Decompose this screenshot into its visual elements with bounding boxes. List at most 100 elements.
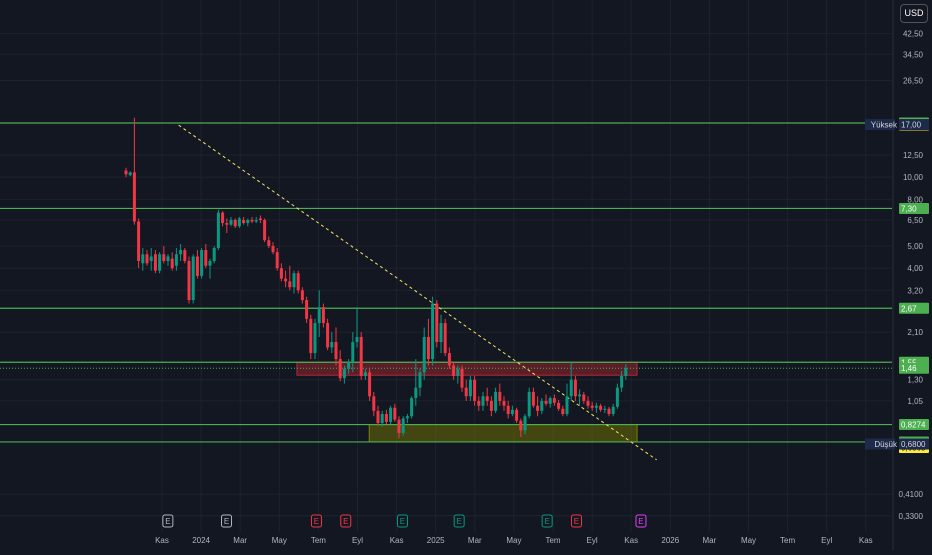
candle-body bbox=[347, 362, 351, 369]
candle-body bbox=[569, 379, 573, 397]
candle-body bbox=[510, 409, 514, 415]
earnings-event-icon bbox=[221, 514, 233, 528]
candle-body bbox=[368, 372, 372, 397]
candle-body bbox=[212, 248, 216, 261]
earnings-event-letter: E bbox=[544, 517, 549, 526]
earnings-event-icon bbox=[635, 514, 647, 528]
candle-body bbox=[250, 219, 254, 222]
candle-body bbox=[284, 278, 288, 282]
candle-body bbox=[603, 408, 607, 410]
currency-button[interactable]: USD bbox=[900, 4, 928, 23]
candle-body bbox=[246, 219, 250, 224]
candle-body bbox=[464, 387, 468, 397]
candle-body bbox=[384, 414, 388, 422]
time-tick-label: Kas bbox=[390, 536, 404, 545]
time-tick-label: Kas bbox=[624, 536, 638, 545]
time-tick-label: Eyl bbox=[821, 536, 832, 545]
descending-trendline bbox=[178, 124, 657, 461]
candle-body bbox=[477, 400, 481, 406]
time-tick-label: Tem bbox=[780, 536, 795, 545]
earnings-event-icon bbox=[541, 514, 553, 528]
price-label-text: 1,46 bbox=[901, 364, 917, 373]
price-tick-label: 10,00 bbox=[903, 173, 924, 182]
candle-body bbox=[393, 407, 397, 420]
support-zone bbox=[368, 424, 638, 443]
price-tick-label: 1,05 bbox=[907, 397, 923, 406]
candle-body bbox=[586, 400, 590, 406]
candle-body bbox=[288, 281, 292, 288]
candle-body bbox=[397, 419, 401, 433]
time-tick-label: May bbox=[741, 536, 756, 545]
candle-body bbox=[258, 218, 262, 220]
candle-body bbox=[321, 307, 325, 324]
candle-body bbox=[296, 273, 300, 291]
candle-body bbox=[468, 379, 472, 397]
candle-body bbox=[275, 252, 279, 269]
candle-body bbox=[342, 368, 346, 379]
candle-body bbox=[216, 212, 220, 249]
candle-body bbox=[153, 254, 157, 271]
price-tick-label: 0,3300 bbox=[899, 512, 924, 521]
high-marker-value: 17,00 bbox=[901, 121, 922, 130]
candle-body bbox=[149, 256, 153, 261]
earnings-event-icon bbox=[310, 514, 322, 528]
time-tick-label: May bbox=[506, 536, 521, 545]
candle-body bbox=[531, 391, 535, 406]
candle-body bbox=[460, 368, 464, 388]
candle-body bbox=[162, 254, 166, 261]
candle-body bbox=[355, 336, 359, 343]
candle-body bbox=[527, 391, 531, 417]
candle-body bbox=[443, 323, 447, 354]
candle-body bbox=[279, 268, 283, 279]
candle-body bbox=[200, 250, 204, 276]
candle-body bbox=[191, 256, 195, 301]
candle-body bbox=[141, 254, 145, 264]
candle-body bbox=[414, 387, 418, 399]
candle-body bbox=[498, 391, 502, 401]
candle-body bbox=[305, 300, 309, 319]
grid bbox=[0, 0, 894, 550]
price-tick-label: 0,4100 bbox=[899, 490, 924, 499]
candle-body bbox=[317, 307, 321, 324]
candle-body bbox=[599, 405, 603, 410]
zones bbox=[296, 361, 638, 443]
candle-body bbox=[326, 323, 330, 348]
candle-body bbox=[124, 170, 128, 175]
horizontal-levels bbox=[0, 122, 892, 443]
candle-body bbox=[456, 368, 460, 376]
price-tick-label: 2,10 bbox=[907, 328, 923, 337]
candle-body bbox=[611, 406, 615, 415]
candle-body bbox=[494, 391, 498, 411]
time-tick-label: Tem bbox=[545, 536, 560, 545]
candle-body bbox=[536, 405, 540, 411]
candle-body bbox=[582, 394, 586, 401]
price-label-box bbox=[899, 362, 929, 374]
candle-body bbox=[195, 256, 199, 276]
candle-body bbox=[233, 219, 237, 227]
time-tick-label: Eyl bbox=[587, 536, 598, 545]
candle-body bbox=[515, 409, 519, 421]
price-label-text: 7,30 bbox=[901, 204, 917, 213]
candle-body bbox=[620, 375, 624, 388]
price-tick-label: 5,00 bbox=[907, 242, 923, 251]
candle-body bbox=[309, 318, 313, 354]
candle-body bbox=[594, 405, 598, 408]
candle-body bbox=[523, 416, 527, 431]
candle-body bbox=[338, 359, 342, 379]
candle-body bbox=[363, 372, 367, 376]
low-marker-tag bbox=[865, 438, 895, 450]
price-label-box bbox=[899, 202, 929, 214]
candle-body bbox=[552, 398, 556, 403]
candle-body bbox=[452, 365, 456, 376]
low-marker-label: Düşük bbox=[874, 440, 898, 449]
candle-body bbox=[380, 414, 384, 424]
time-tick-label: May bbox=[272, 536, 287, 545]
time-tick-label: Mar bbox=[233, 536, 247, 545]
high-marker-label: Yüksek bbox=[871, 121, 898, 130]
candle-body bbox=[489, 400, 493, 411]
earnings-event-letter: E bbox=[574, 517, 579, 526]
candle-body bbox=[422, 336, 426, 373]
candle-body bbox=[242, 219, 246, 224]
candle-body bbox=[208, 260, 212, 266]
